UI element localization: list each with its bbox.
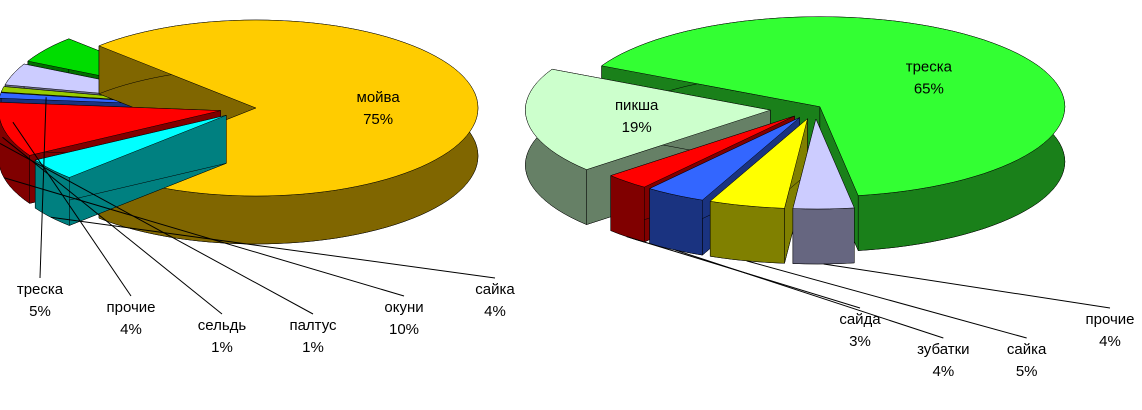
slice: [792, 118, 855, 265]
leader-line: [674, 249, 944, 339]
leader-line: [0, 143, 314, 315]
leader-line: [3, 177, 405, 297]
slice-label: мойва: [357, 89, 401, 106]
value-label: 10%: [389, 321, 419, 338]
slice: [709, 118, 808, 264]
value-label: 19%: [622, 119, 652, 136]
value-label: 3%: [849, 333, 871, 350]
slice-top: [792, 118, 855, 210]
slice-wall: [792, 207, 855, 265]
value-label: 4%: [932, 363, 954, 380]
slice-top: [609, 115, 795, 188]
slice-top: [34, 115, 227, 178]
slice-top: [600, 16, 1066, 196]
leader-line: [50, 216, 496, 279]
leader-line: [12, 121, 132, 297]
slice-top: [709, 118, 808, 209]
slice-label: окуни: [384, 299, 423, 316]
value-label: 4%: [484, 303, 506, 320]
slice-label: зубатки: [917, 341, 969, 358]
pie-chart: треска 5% прочие 4% сельдь 1% палтус 1% мойва 75%…: [0, 19, 515, 356]
value-label: 1%: [302, 339, 324, 356]
leader-line: [746, 260, 1027, 339]
slice-label: сайда: [839, 311, 881, 328]
slice-top: [525, 68, 771, 170]
value-label: 4%: [1099, 333, 1121, 350]
slice-label: сельдь: [198, 317, 247, 334]
slice-label: палтус: [289, 317, 337, 334]
slice-wall: [709, 201, 785, 264]
leader-line: [39, 97, 47, 279]
slice-label: треска: [906, 59, 953, 76]
value-label: 1%: [211, 339, 233, 356]
leader-line: [823, 263, 1111, 309]
value-label: 65%: [914, 81, 944, 98]
slice-label: прочие: [106, 299, 155, 316]
value-label: 5%: [29, 303, 51, 320]
value-label: 4%: [120, 321, 142, 338]
slice-label: сайка: [475, 281, 515, 298]
slice-label: сайка: [1007, 341, 1047, 358]
slice-top: [648, 117, 800, 201]
slice-label: прочие: [1085, 311, 1134, 328]
slice-top: [0, 102, 221, 156]
slice-label: треска: [17, 281, 64, 298]
value-label: 5%: [1016, 363, 1038, 380]
pie-chart: треска 65% пикша 19% сайда 3% зубатки 4% сайка 5%…: [525, 16, 1135, 380]
slice: [34, 114, 227, 226]
slice-label: пикша: [615, 97, 659, 114]
value-label: 75%: [363, 111, 393, 128]
